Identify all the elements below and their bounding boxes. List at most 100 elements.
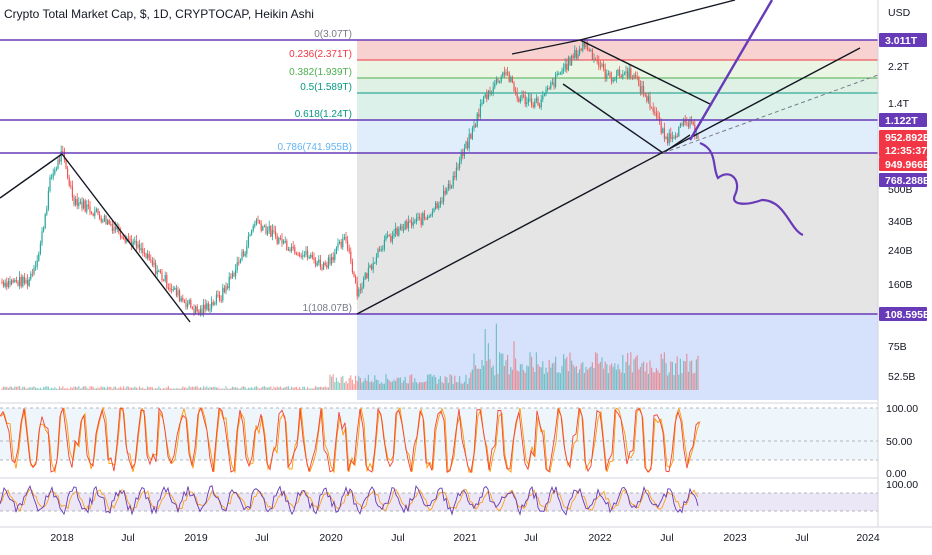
candle <box>579 49 581 55</box>
candle <box>524 95 526 105</box>
volume-bar <box>563 354 565 390</box>
candle <box>542 95 544 100</box>
volume-bar <box>675 363 677 390</box>
volume-bar <box>484 329 486 390</box>
candle <box>163 280 165 282</box>
candle <box>361 287 363 291</box>
price-badge <box>879 173 927 187</box>
candle <box>545 89 547 95</box>
candle <box>380 249 382 251</box>
candle <box>217 294 219 296</box>
candle <box>62 151 64 153</box>
candle <box>316 262 318 266</box>
volume-bar <box>623 373 625 390</box>
candle <box>692 122 694 125</box>
candle <box>523 95 525 97</box>
candle <box>143 252 145 254</box>
candle <box>478 113 480 117</box>
volume-bar <box>260 387 262 390</box>
candle <box>75 199 77 205</box>
volume-bar <box>89 386 91 390</box>
volume-bar <box>169 388 171 390</box>
candle <box>526 102 528 105</box>
volume-bar <box>353 383 355 390</box>
volume-bar <box>252 388 254 390</box>
candle <box>671 137 673 139</box>
volume-bar <box>590 366 592 390</box>
volume-bar <box>249 387 251 390</box>
candle <box>177 290 179 296</box>
candle <box>257 219 259 222</box>
volume-bar <box>331 376 333 390</box>
rsi-line <box>0 485 699 516</box>
volume-bar <box>441 382 443 390</box>
volume-bar <box>126 386 128 390</box>
volume-bar <box>603 368 605 390</box>
candle <box>647 96 649 102</box>
volume-bar <box>527 366 529 390</box>
volume-bar <box>500 353 502 390</box>
candle <box>359 289 361 291</box>
price-badge <box>879 113 927 127</box>
fib-zone <box>357 60 878 78</box>
volume-bar <box>636 355 638 390</box>
volume-bar <box>323 387 325 390</box>
volume-bar <box>174 388 176 390</box>
volume-bar <box>343 382 345 390</box>
volume-bar <box>387 378 389 390</box>
price-badge <box>879 307 927 321</box>
candle <box>569 57 571 66</box>
candle <box>249 234 251 237</box>
volume-bar <box>630 352 632 390</box>
volume-bar <box>281 388 283 390</box>
time-tick-label: Jul <box>524 532 537 544</box>
volume-bar <box>295 386 297 390</box>
candle <box>559 73 561 75</box>
volume-bar <box>380 382 382 390</box>
candle <box>270 226 272 237</box>
candle <box>585 42 587 48</box>
volume-bar <box>294 387 296 390</box>
candle <box>606 74 608 79</box>
volume-bar <box>49 388 51 390</box>
candle <box>675 135 677 138</box>
volume-bar <box>12 388 14 390</box>
candle <box>3 282 5 287</box>
candle <box>601 63 603 67</box>
time-tick-label: 2021 <box>453 532 477 544</box>
volume-bar <box>238 388 240 390</box>
volume-bar <box>257 387 259 390</box>
candle <box>358 289 360 297</box>
candle <box>627 71 629 78</box>
candle <box>374 262 376 264</box>
volume-bar <box>559 373 561 390</box>
volume-bar <box>303 386 305 390</box>
price-tick-label: 340B <box>888 216 913 228</box>
candle <box>401 226 403 230</box>
candle <box>628 68 630 78</box>
candle <box>495 79 497 84</box>
volume-bar <box>471 369 473 390</box>
candle <box>207 303 209 311</box>
volume-bar <box>350 375 352 390</box>
candle <box>687 123 689 127</box>
volume-bar <box>78 386 80 390</box>
candle <box>465 141 467 149</box>
volume-bar <box>684 361 686 390</box>
candle <box>235 269 237 277</box>
candle <box>543 94 545 96</box>
candle <box>641 85 643 93</box>
volume-bar <box>81 387 83 390</box>
candle <box>595 59 597 61</box>
volume-bar <box>172 388 174 390</box>
candle <box>587 42 589 50</box>
volume-bar <box>15 386 17 390</box>
volume-bar <box>199 387 201 390</box>
candle <box>630 68 632 78</box>
candle <box>473 124 475 129</box>
volume-bar <box>419 381 421 390</box>
candle <box>275 231 277 236</box>
volume-bar <box>207 388 209 390</box>
